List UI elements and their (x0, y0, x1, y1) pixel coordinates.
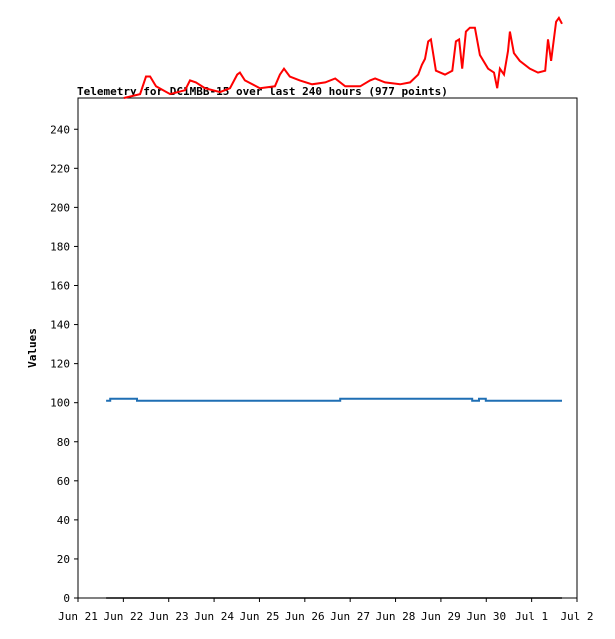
x-tick-label: Jun 21 (58, 610, 98, 623)
y-tick-label: 240 (50, 123, 70, 136)
y-tick-label: 200 (50, 201, 70, 214)
y-tick-label: 80 (57, 436, 70, 449)
y-tick-label: 220 (50, 162, 70, 175)
y-tick-label: 160 (50, 280, 70, 293)
x-tick-label: Jun 29 (421, 610, 461, 623)
y-axis-label: Values (26, 328, 39, 368)
y-tick-label: 120 (50, 358, 70, 371)
x-tick-label: Jun 23 (149, 610, 189, 623)
x-tick-label: Jun 26 (285, 610, 325, 623)
x-tick-label: Jun 25 (240, 610, 280, 623)
series-line (106, 397, 562, 402)
x-tick-label: Jul 2 (560, 610, 593, 623)
y-tick-label: 100 (50, 397, 70, 410)
plot-frame (77, 97, 578, 599)
y-tick-label: 0 (63, 592, 70, 605)
x-tick-label: Jun 24 (194, 610, 234, 623)
y-tick-label: 40 (57, 514, 70, 527)
x-tick-label: Jun 27 (330, 610, 370, 623)
x-tick-label: Jul 1 (515, 610, 548, 623)
x-tick-label: Jun 22 (103, 610, 143, 623)
series-line (123, 16, 563, 99)
y-tick-label: 60 (57, 475, 70, 488)
y-tick-label: 180 (50, 240, 70, 253)
y-tick-label: 140 (50, 319, 70, 332)
y-tick-label: 20 (57, 553, 70, 566)
x-tick-label: Jun 28 (376, 610, 416, 623)
x-tick-label: Jun 30 (466, 610, 506, 623)
